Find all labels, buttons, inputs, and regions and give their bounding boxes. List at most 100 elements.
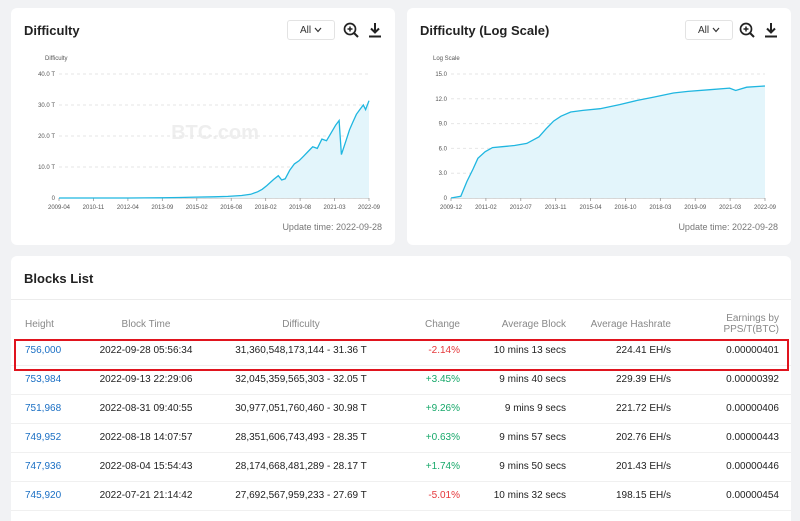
x-tick-label: 2012-07 [510,205,533,211]
difficulty-cell: 32,045,359,565,303 - 32.05 T [235,374,367,385]
table-row: 745,920 2022-07-21 21:14:42 27,692,567,959… [11,481,791,510]
block-height-cell: 756,000 [11,336,81,365]
block-height-link[interactable]: 753,984 [25,374,62,385]
difficulty-chart: Difficulty BTC.com 0 10.0 T 20.0 T 30.0 T 40.0… [38,56,381,211]
x-tick-label: 2016-10 [614,205,637,211]
earnings-cell: 0.00000401 [726,344,779,356]
log-scale-chart-title: Difficulty (Log Scale) [420,23,550,38]
table-row: 756,000 2022-09-28 05:56:34 31,360,548,173… [11,336,791,365]
y-tick-label: 15.0 [435,72,447,78]
download-icon[interactable] [366,21,384,39]
block-time-cell: 2022-08-04 15:54:43 [99,461,193,472]
average-hashrate-cell: 229.39 EH/s [615,374,671,385]
block-time-cell: 2022-09-28 05:56:34 [99,344,193,356]
x-tick-label: 2013-09 [151,205,174,211]
x-tick-label: 2019-09 [684,205,707,211]
difficulty-range-value: All [299,24,312,36]
column-header-block-time: Block Time [121,318,171,330]
table-row: 749,952 2022-08-18 14:07:57 28,351,606,743… [11,423,791,452]
series-line [450,85,766,199]
watermark: BTC.com [171,122,259,144]
x-tick-label: 2012-04 [117,205,140,211]
block-height-link[interactable]: 745,920 [25,490,62,501]
average-block-cell: 10 mins 32 secs [493,490,566,501]
y-tick-label: 6.0 [439,146,448,152]
x-tick-label: 2011-02 [475,205,497,211]
x-tick-label: 2018-02 [255,205,278,211]
x-tick-label: 2019-08 [289,205,312,211]
average-hashrate-cell: 198.15 EH/s [615,490,671,501]
block-time-cell: 2022-08-31 09:40:55 [99,403,193,414]
column-header-difficulty: Difficulty [282,318,320,330]
block-height-cell: 747,936 [11,452,81,481]
block-height-link[interactable]: 751,968 [25,403,62,414]
block-time-cell: 2022-07-21 21:14:42 [99,490,193,501]
zoom-in-icon[interactable] [342,21,360,39]
divider [11,299,791,300]
block-height-cell: 749,952 [11,423,81,452]
difficulty-cell: 27,692,567,959,233 - 27.69 T [235,490,367,501]
average-hashrate-cell: 221.72 EH/s [615,403,671,414]
earnings-cell: 0.00000443 [726,432,779,443]
difficulty-chart-card: Difficulty All Difficulty BTC.com 0 10.0 T 2… [11,8,395,245]
log-scale-range-select[interactable]: All [685,20,733,40]
change-cell: -2.14% [428,344,460,356]
blocks-table: Height Block Time Difficulty Change Aver… [11,312,791,511]
average-block-cell: 9 mins 9 secs [504,403,566,414]
average-block-cell: 9 mins 40 secs [499,374,566,385]
block-height-cell: 753,984 [11,365,81,394]
x-tick-label: 2013-11 [545,205,567,211]
blocks-list-title: Blocks List [24,271,94,286]
log-scale-chart: Log ScaleBTC.com03.06.09.012.015.02009-1… [433,56,777,211]
difficulty-cell: 28,174,668,481,289 - 28.17 T [235,461,367,472]
average-hashrate-cell: 202.76 EH/s [615,432,671,443]
x-tick-label: 2022-09 [754,205,777,211]
change-cell: -5.01% [428,490,460,501]
log-scale-range-value: All [697,24,710,36]
block-height-link[interactable]: 756,000 [25,344,62,356]
log-scale-update-time: Update time: 2022-09-28 [678,222,778,232]
column-header-height: Height [25,318,54,330]
x-tick-label: 2016-08 [220,205,243,211]
earnings-cell: 0.00000454 [726,490,779,501]
y-axis-label: Difficulty [45,56,68,62]
chevron-down-icon [314,27,322,33]
difficulty-cell: 31,360,548,173,144 - 31.36 T [235,344,367,356]
x-tick-label: 2018-03 [649,205,672,211]
change-cell: +9.26% [425,403,460,414]
x-tick-label: 2010-11 [83,205,105,211]
average-block-cell: 9 mins 57 secs [499,432,566,443]
log-scale-chart-card: Difficulty (Log Scale) All Log ScaleBTC.… [407,8,791,245]
y-tick-label: 20.0 T [38,134,55,140]
table-row: 753,984 2022-09-13 22:29:06 32,045,359,565… [11,365,791,394]
y-tick-label: 40.0 T [38,72,55,78]
y-tick-label: 30.0 T [38,103,55,109]
y-tick-label: 10.0 T [38,165,55,171]
average-hashrate-cell: 224.41 EH/s [615,344,671,356]
y-tick-label: 9.0 [439,122,448,128]
y-tick-label: 12.0 [435,97,447,103]
difficulty-chart-title: Difficulty [24,23,80,38]
block-height-link[interactable]: 749,952 [25,432,62,443]
y-tick-label: 0 [52,196,56,202]
column-header-earnings: Earnings by PPS/T(BTC) [723,313,779,335]
difficulty-update-time: Update time: 2022-09-28 [282,222,382,232]
y-tick-label: 3.0 [439,171,448,177]
earnings-cell: 0.00000446 [726,461,779,472]
change-cell: +3.45% [425,374,460,385]
difficulty-range-select[interactable]: All [287,20,335,40]
average-hashrate-cell: 201.43 EH/s [615,461,671,472]
column-header-average-block: Average Block [501,318,566,330]
zoom-in-icon[interactable] [738,21,756,39]
block-height-link[interactable]: 747,936 [25,461,62,472]
x-tick-label: 2022-09 [358,205,381,211]
x-tick-label: 2009-12 [440,205,463,211]
blocks-table-body: 756,000 2022-09-28 05:56:34 31,360,548,173… [11,336,791,510]
blocks-list-card: Blocks List Height Block Time Difficulty… [11,256,791,521]
earnings-cell: 0.00000406 [726,403,779,414]
table-header-row: Height Block Time Difficulty Change Aver… [11,312,791,336]
x-tick-label: 2009-04 [48,205,71,211]
column-header-average-hashrate: Average Hashrate [590,318,671,330]
download-icon[interactable] [762,21,780,39]
block-time-cell: 2022-08-18 14:07:57 [99,432,193,443]
